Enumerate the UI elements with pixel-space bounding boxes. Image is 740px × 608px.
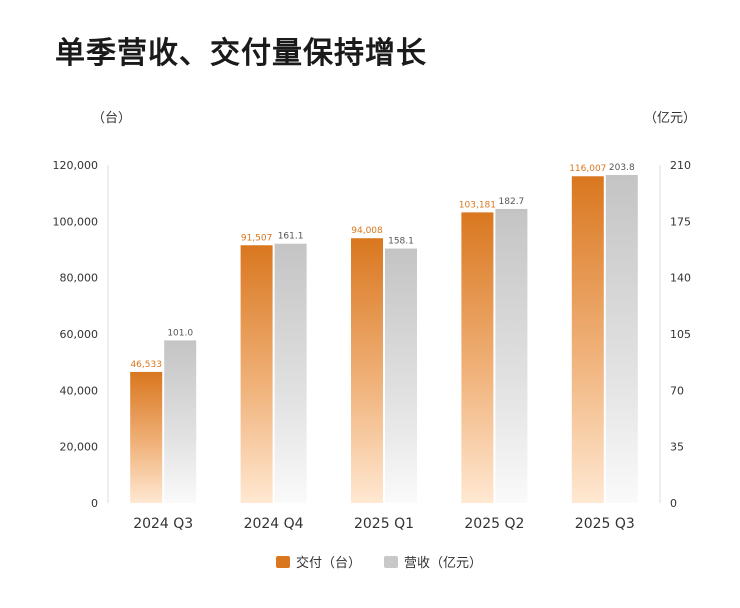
- right-tick-label: 70: [670, 384, 684, 397]
- delivery-bar: [130, 371, 163, 503]
- revenue-bar: [164, 340, 197, 503]
- x-tick-label: 2025 Q3: [575, 516, 635, 532]
- left-tick-label: 40,000: [60, 384, 99, 397]
- delivery-data-label: 94,008: [351, 226, 383, 236]
- delivery-data-label: 91,507: [241, 233, 273, 243]
- legend-label-revenue: 营收（亿元）: [404, 556, 482, 571]
- revenue-data-label: 101.0: [167, 328, 193, 338]
- x-tick-label: 2025 Q1: [354, 516, 414, 532]
- bars-group: 46,533 91,507 94,008 103,181 116,007 101.0 161…: [130, 163, 638, 503]
- right-tick-label: 175: [670, 215, 691, 228]
- revenue-data-label: 182.7: [499, 197, 525, 207]
- right-axis-unit: （亿元）: [644, 111, 696, 126]
- legend-label-delivery: 交付（台）: [296, 555, 361, 571]
- left-tick-label: 120,000: [53, 159, 99, 172]
- delivery-bar: [240, 245, 273, 503]
- revenue-bar: [605, 174, 638, 503]
- delivery-bar: [571, 176, 604, 503]
- left-axis-unit: （台）: [92, 111, 131, 126]
- right-tick-label: 140: [670, 272, 691, 285]
- delivery-bar: [351, 238, 383, 503]
- x-tick-label: 2024 Q3: [133, 516, 193, 532]
- x-tick-label: 2024 Q4: [244, 516, 304, 532]
- left-tick-label: 100,000: [53, 215, 99, 228]
- delivery-data-label: 103,181: [459, 200, 496, 210]
- left-tick-label: 20,000: [60, 441, 99, 454]
- legend-swatch-revenue: [384, 556, 398, 568]
- left-tick-label: 0: [91, 497, 98, 510]
- left-axis-ticks: 0 20,000 40,000 60,000 80,000 100,000 120,000: [53, 159, 99, 510]
- left-tick-label: 60,000: [60, 328, 99, 341]
- right-tick-label: 0: [670, 497, 677, 510]
- delivery-bar: [461, 212, 494, 503]
- left-tick-label: 80,000: [60, 272, 99, 285]
- x-axis-ticks: 2024 Q3 2024 Q4 2025 Q1 2025 Q2 2025 Q3: [133, 516, 635, 532]
- right-tick-label: 105: [670, 328, 691, 341]
- delivery-data-label: 116,007: [569, 164, 606, 174]
- delivery-data-label: 46,533: [130, 360, 162, 370]
- right-tick-label: 210: [670, 159, 691, 172]
- legend: 交付（台） 营收（亿元）: [276, 555, 482, 571]
- revenue-bar: [274, 243, 307, 503]
- revenue-data-label: 161.1: [278, 232, 304, 242]
- right-tick-label: 35: [670, 441, 684, 454]
- revenue-data-label: 158.1: [388, 237, 414, 247]
- revenue-data-label: 203.8: [609, 163, 635, 173]
- chart-title: 单季营收、交付量保持增长: [55, 36, 427, 71]
- right-axis-ticks: 0 35 70 105 140 175 210: [670, 159, 691, 510]
- x-tick-label: 2025 Q2: [464, 516, 524, 532]
- revenue-bar: [495, 208, 528, 503]
- legend-swatch-delivery: [276, 556, 290, 568]
- revenue-bar: [385, 248, 417, 503]
